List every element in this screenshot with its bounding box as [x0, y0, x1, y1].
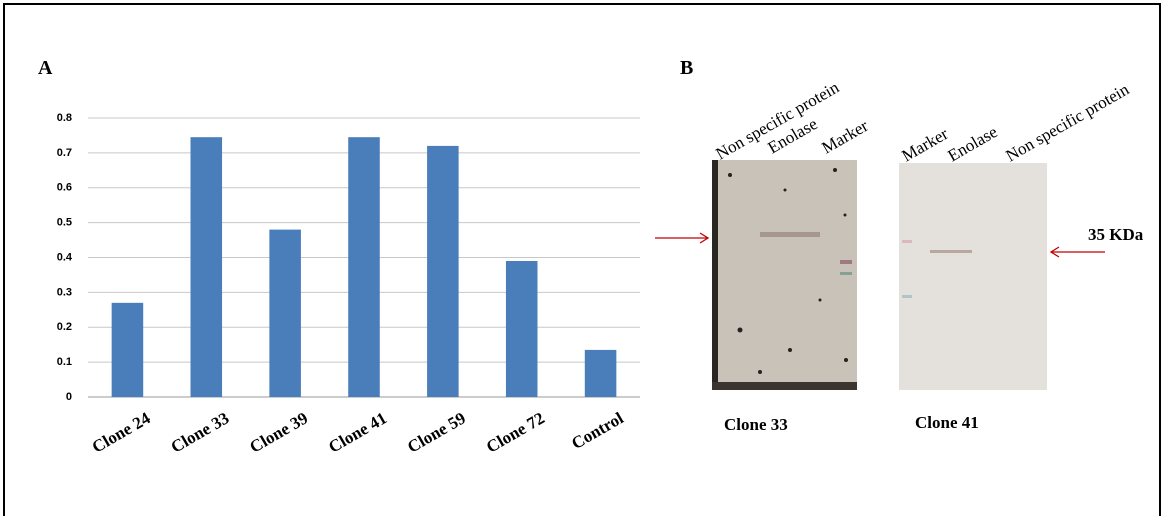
bar	[506, 261, 538, 397]
x-tick-label: Clone 72	[483, 408, 548, 456]
y-tick-label: 0.6	[57, 182, 72, 194]
bar	[191, 137, 223, 397]
x-tick-label: Clone 33	[168, 408, 233, 456]
bar	[112, 303, 144, 397]
panel-label: A	[38, 57, 53, 79]
y-tick-label: 0	[66, 391, 72, 403]
bar	[348, 137, 380, 397]
x-tick-label: Control	[568, 408, 627, 453]
x-tick-label: Clone 39	[246, 408, 311, 456]
figure: A B 35 KDa Clone 33 Clone 41 Non specifi…	[0, 0, 1166, 516]
marker-label: 35 KDa	[1088, 225, 1144, 244]
blot-image	[899, 163, 1047, 390]
y-tick-label: 0.7	[57, 147, 72, 159]
lane-label: Marker	[899, 124, 952, 166]
bar	[585, 350, 617, 397]
y-tick-label: 0.3	[57, 286, 72, 298]
blot-caption: Clone 33	[724, 415, 788, 434]
y-tick-label: 0.2	[57, 321, 72, 333]
x-tick-label: Clone 24	[89, 408, 154, 457]
lane-label: Non specific protein	[1003, 79, 1133, 165]
bar	[427, 146, 459, 397]
bar	[269, 230, 301, 397]
y-tick-label: 0.5	[57, 217, 72, 229]
y-tick-label: 0.8	[57, 112, 72, 124]
lane-label: Marker	[819, 116, 872, 158]
x-tick-label: Clone 41	[325, 408, 390, 456]
blot-image	[712, 160, 857, 390]
y-tick-label: 0.1	[57, 356, 72, 368]
y-tick-label: 0.4	[57, 251, 73, 263]
lane-label: Enolase	[945, 122, 1001, 165]
panel-label: B	[680, 57, 693, 79]
x-tick-label: Clone 59	[404, 408, 469, 456]
blot-caption: Clone 41	[915, 413, 979, 432]
